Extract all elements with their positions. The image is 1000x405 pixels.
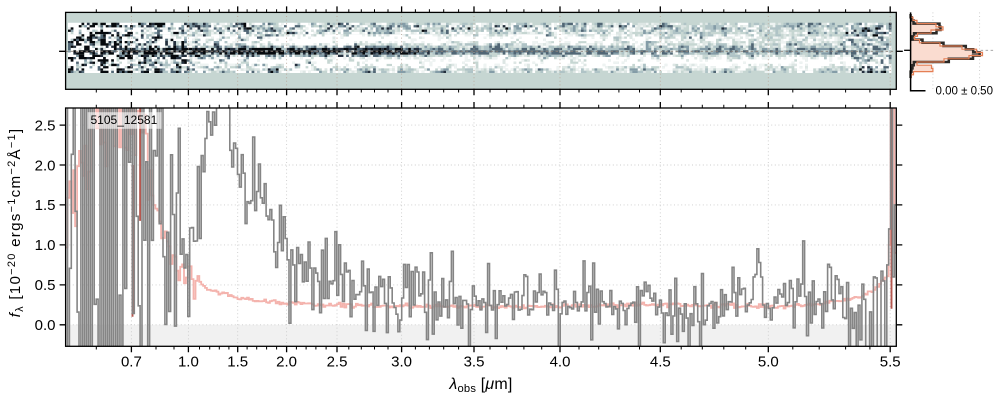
svg-text:2.0: 2.0 [35, 157, 56, 174]
svg-text:λobs [μm]: λobs [μm] [448, 376, 512, 395]
svg-text:5105_12581: 5105_12581 [91, 113, 158, 127]
svg-text:2.5: 2.5 [35, 117, 56, 134]
svg-text:0.5: 0.5 [35, 277, 56, 294]
svg-text:1.5: 1.5 [227, 353, 248, 370]
svg-text:1.0: 1.0 [35, 237, 56, 254]
svg-text:0.00 ± 0.50: 0.00 ± 0.50 [936, 86, 993, 98]
svg-text:4.5: 4.5 [650, 353, 671, 370]
svg-text:fλ [10−20 ergs−1cm−2Å−1]: fλ [10−20 ergs−1cm−2Å−1] [6, 128, 26, 318]
svg-text:2.0: 2.0 [276, 353, 297, 370]
svg-text:2.5: 2.5 [327, 353, 348, 370]
svg-text:0.0: 0.0 [35, 317, 56, 334]
svg-text:4.0: 4.0 [550, 353, 571, 370]
svg-text:5.0: 5.0 [758, 353, 779, 370]
svg-text:0.7: 0.7 [121, 353, 142, 370]
svg-text:3.0: 3.0 [391, 353, 412, 370]
svg-text:1.5: 1.5 [35, 197, 56, 214]
svg-text:1.0: 1.0 [178, 353, 199, 370]
svg-text:3.5: 3.5 [464, 353, 485, 370]
svg-text:5.5: 5.5 [880, 353, 901, 370]
